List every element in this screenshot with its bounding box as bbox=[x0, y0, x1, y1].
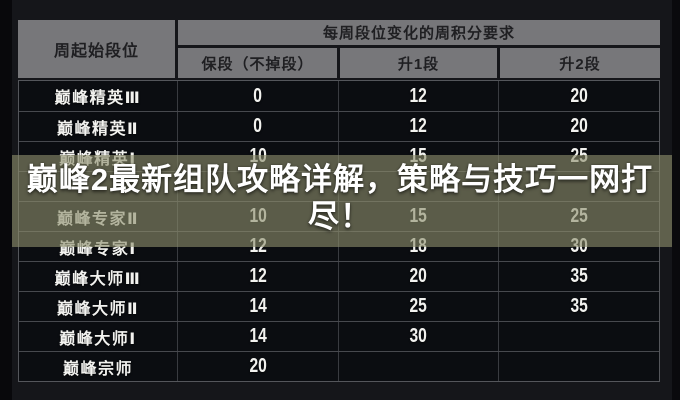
cell-rank: 巅峰精英Ⅱ bbox=[19, 112, 178, 141]
value-text: 20 bbox=[249, 355, 267, 377]
cell-up1-value: 30 bbox=[339, 322, 499, 351]
value-text: 20 bbox=[570, 115, 588, 137]
cell-rank: 巅峰精英Ⅲ bbox=[19, 81, 178, 111]
cell-keep-value: 12 bbox=[178, 262, 339, 291]
cell-up2-value: 35 bbox=[499, 262, 659, 291]
cell-up1-value: 20 bbox=[339, 262, 499, 291]
value-text: 20 bbox=[409, 265, 428, 287]
table-row: 巅峰大师Ⅰ 14 30 bbox=[19, 321, 659, 351]
cell-keep-value: 0 bbox=[178, 112, 339, 141]
table-row: 巅峰大师Ⅱ 14 25 35 bbox=[19, 291, 659, 321]
cell-keep-value: 20 bbox=[178, 352, 339, 381]
cell-up2-value: 20 bbox=[499, 112, 659, 141]
cell-up2-value: 35 bbox=[499, 292, 659, 321]
cell-up1-value: 12 bbox=[339, 112, 499, 141]
value-text: 0 bbox=[253, 115, 263, 137]
table-row: 巅峰宗师 20 bbox=[19, 351, 659, 381]
cell-keep-value: 14 bbox=[178, 322, 339, 351]
right-letterbox bbox=[672, 0, 680, 400]
headline-line-1: 巅峰2最新组队攻略详解，策略与技巧一网打 bbox=[26, 162, 654, 197]
value-text: 25 bbox=[409, 295, 428, 317]
cell-up2-value: 20 bbox=[499, 81, 659, 111]
cell-up1-value: 12 bbox=[339, 81, 499, 111]
cell-up1-value bbox=[339, 352, 499, 381]
table-row: 巅峰精英Ⅲ 0 12 20 bbox=[19, 81, 659, 111]
headline-title: 巅峰2最新组队攻略详解，策略与技巧一网打 尽！ bbox=[0, 161, 680, 235]
header-up-2-ranks: 升2段 bbox=[500, 48, 660, 78]
headline-overlay bbox=[0, 155, 680, 247]
cell-rank: 巅峰大师Ⅱ bbox=[19, 292, 178, 321]
header-up-1-rank: 升1段 bbox=[340, 48, 500, 78]
value-text: 14 bbox=[249, 295, 267, 317]
value-text: 35 bbox=[570, 295, 588, 317]
table-header: 周起始段位 每周段位变化的周积分要求 保段（不掉段） 升1段 升2段 bbox=[18, 20, 660, 78]
cell-up2-value bbox=[499, 352, 659, 381]
value-text: 12 bbox=[409, 84, 428, 107]
cell-keep-value: 14 bbox=[178, 292, 339, 321]
table-row: 巅峰大师Ⅲ 12 20 35 bbox=[19, 261, 659, 291]
value-text: 30 bbox=[409, 325, 428, 347]
cell-keep-value: 0 bbox=[178, 81, 339, 111]
table-row: 巅峰精英Ⅱ 0 12 20 bbox=[19, 111, 659, 141]
header-keep-rank: 保段（不掉段） bbox=[178, 48, 340, 78]
value-text: 35 bbox=[570, 265, 588, 287]
header-week-start-rank: 周起始段位 bbox=[18, 20, 178, 78]
cell-up1-value: 25 bbox=[339, 292, 499, 321]
cell-up2-value bbox=[499, 322, 659, 351]
value-text: 12 bbox=[249, 265, 267, 287]
cell-rank: 巅峰大师Ⅲ bbox=[19, 262, 178, 291]
cell-rank: 巅峰大师Ⅰ bbox=[19, 322, 178, 351]
cell-rank: 巅峰宗师 bbox=[19, 352, 178, 381]
value-text: 14 bbox=[249, 325, 267, 347]
value-text: 20 bbox=[570, 84, 588, 107]
headline-line-2: 尽！ bbox=[308, 199, 372, 234]
value-text: 12 bbox=[409, 115, 428, 137]
left-letterbox bbox=[0, 0, 12, 400]
header-weekly-points-requirement: 每周段位变化的周积分要求 bbox=[178, 20, 660, 48]
value-text: 0 bbox=[253, 84, 263, 107]
